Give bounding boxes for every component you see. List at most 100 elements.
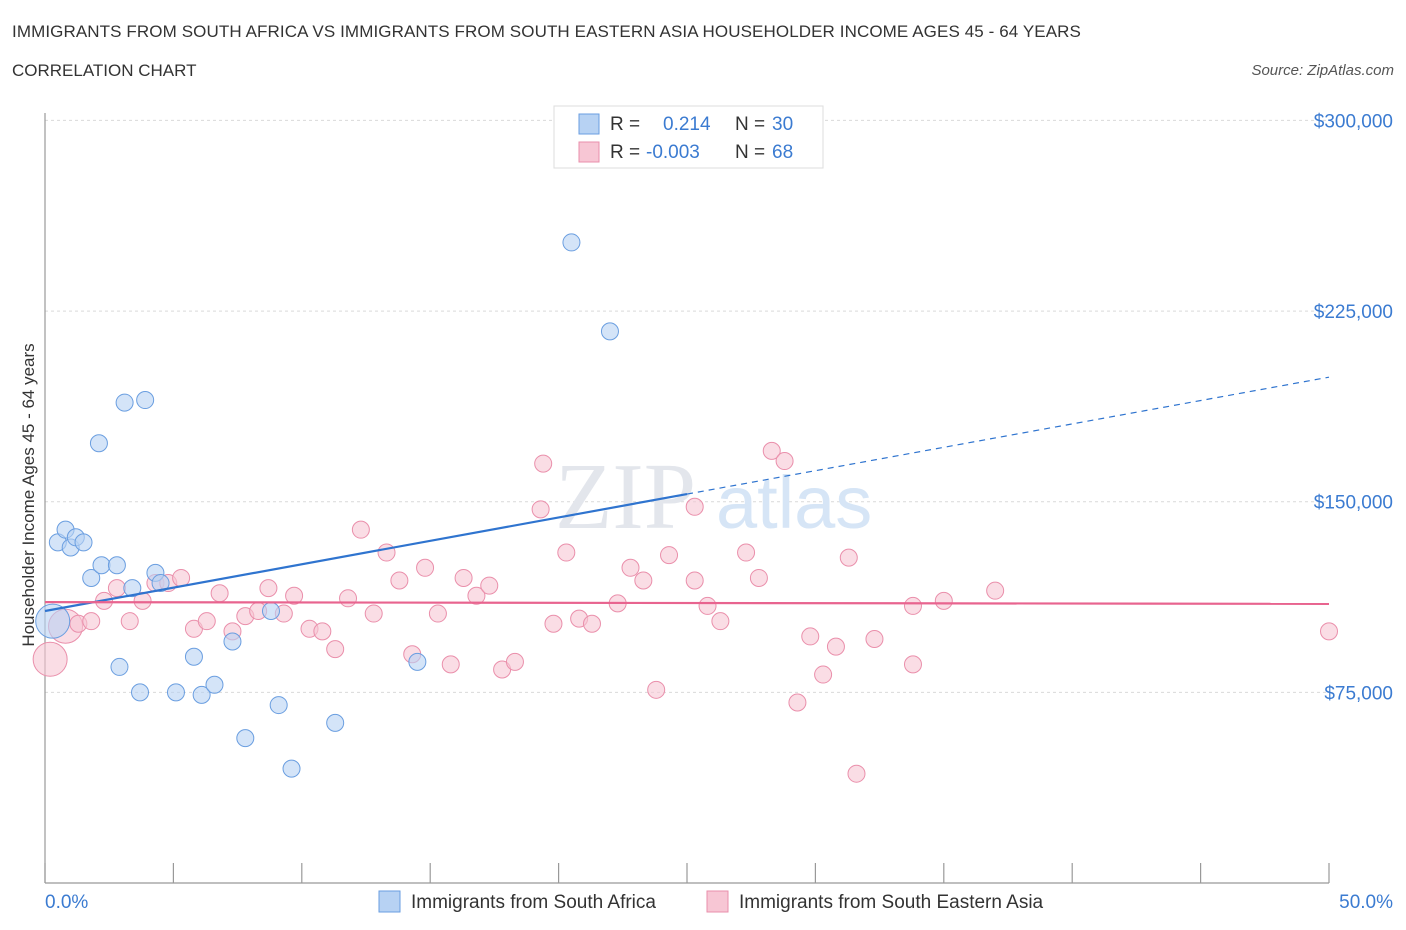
- series-legend: Immigrants from South Africa Immigrants …: [378, 890, 1044, 913]
- legend-label-south-africa: Immigrants from South Africa: [411, 892, 656, 913]
- stats-n-value-2: 68: [772, 142, 793, 163]
- source-label: Source: ZipAtlas.com: [1251, 62, 1394, 79]
- south-eastern-asia-point-5: [107, 579, 126, 598]
- south-eastern-asia-point-57: [801, 627, 820, 646]
- watermark-atlas: atlas: [716, 461, 872, 544]
- south-eastern-asia-point-23: [339, 589, 358, 608]
- gridlines: [45, 119, 1329, 693]
- stats-n-label-2: N =: [735, 142, 765, 163]
- south-eastern-asia-point-56: [788, 693, 807, 712]
- south-eastern-asia-point-40: [557, 543, 576, 562]
- south-eastern-asia-point-21: [313, 622, 332, 641]
- south-eastern-asia-point-55: [775, 452, 794, 471]
- south-eastern-asia-point-52: [737, 543, 756, 562]
- south-africa-point-8: [92, 556, 111, 575]
- south-eastern-asia-point-61: [847, 764, 866, 783]
- south-africa-point-7: [89, 434, 108, 453]
- south-africa-point-25: [282, 759, 301, 778]
- x-tick-label-0: 0.0%: [45, 892, 88, 913]
- south-africa-point-24: [269, 696, 288, 715]
- stats-r-value-1: 0.214: [663, 114, 711, 135]
- chart-subtitle: CORRELATION CHART: [12, 61, 197, 80]
- south-eastern-asia-point-10: [172, 568, 191, 587]
- south-eastern-asia-point-31: [441, 655, 460, 674]
- south-eastern-asia-point-13: [210, 584, 229, 603]
- south-africa-point-27: [408, 652, 427, 671]
- south-africa-point-28: [562, 233, 581, 252]
- south-eastern-asia-point-30: [428, 604, 447, 623]
- south-africa-point-14: [136, 391, 155, 410]
- south-eastern-asia-point-47: [660, 546, 679, 565]
- south-africa-point-9: [107, 556, 126, 575]
- south-eastern-asia-point-48: [685, 497, 704, 516]
- y-tick-label-0: $75,000: [1324, 683, 1393, 704]
- trend-lines: [44, 376, 1330, 613]
- south-africa-point-22: [236, 729, 255, 748]
- watermark: ZIP atlas: [555, 445, 872, 549]
- legend-swatch-south-africa: [378, 890, 401, 913]
- south-eastern-asia-point-0: [32, 641, 68, 677]
- south-africa-point-21: [223, 632, 242, 651]
- south-eastern-asia-point-45: [634, 571, 653, 590]
- south-eastern-asia-point-33: [467, 586, 486, 605]
- south-eastern-asia-point-25: [364, 604, 383, 623]
- stats-r-label-2: R =: [610, 142, 640, 163]
- south-africa-point-20: [205, 675, 224, 694]
- south-eastern-asia-point-39: [544, 614, 563, 633]
- south-eastern-asia-point-65: [934, 591, 953, 610]
- x-tick-label-1: 50.0%: [1339, 892, 1393, 913]
- y-tick-label-3: $300,000: [1314, 111, 1393, 132]
- south-eastern-asia-point-32: [454, 568, 473, 587]
- south-eastern-asia-point-29: [416, 558, 435, 577]
- south-eastern-asia-point-46: [647, 680, 666, 699]
- trend-south-africa-dashed: [686, 376, 1330, 495]
- south-eastern-asia-point-49: [685, 571, 704, 590]
- south-africa-point-18: [184, 647, 203, 666]
- south-africa-point-16: [151, 574, 170, 593]
- stats-swatch-south-eastern-asia: [578, 141, 600, 163]
- south-eastern-asia-point-34: [480, 576, 499, 595]
- axes: [44, 113, 1330, 884]
- south-africa-point-6: [82, 568, 101, 587]
- south-eastern-asia-point-62: [865, 629, 884, 648]
- south-eastern-asia-point-3: [82, 612, 101, 631]
- south-eastern-asia-point-26: [377, 543, 396, 562]
- south-eastern-asia-point-58: [814, 665, 833, 684]
- south-eastern-asia-point-50: [698, 596, 717, 615]
- y-axis-label: Householder Income Ages 45 - 64 years: [19, 343, 38, 646]
- stats-n-label-1: N =: [735, 114, 765, 135]
- stats-n-value-1: 30: [772, 114, 793, 135]
- south-eastern-asia-point-66: [986, 581, 1005, 600]
- south-eastern-asia-point-37: [531, 500, 550, 519]
- south-africa-point-10: [110, 657, 129, 676]
- south-africa-point-23: [261, 602, 280, 621]
- south-africa-point-5: [74, 533, 93, 552]
- south-eastern-asia-point-27: [390, 571, 409, 590]
- south-africa-point-13: [131, 683, 150, 702]
- south-eastern-asia-point-51: [711, 612, 730, 631]
- south-eastern-asia-point-59: [826, 637, 845, 656]
- south-eastern-asia-point-38: [534, 454, 553, 473]
- south-eastern-asia-point-60: [839, 548, 858, 567]
- south-eastern-asia-point-42: [582, 614, 601, 633]
- chart-title: IMMIGRANTS FROM SOUTH AFRICA VS IMMIGRAN…: [12, 22, 1081, 41]
- x-tick-labels: 0.0% 50.0%: [45, 892, 1393, 913]
- south-eastern-asia-point-63: [903, 596, 922, 615]
- south-eastern-asia-point-6: [120, 612, 139, 631]
- trend-south-africa-solid: [44, 493, 688, 613]
- legend-swatch-south-eastern-asia: [706, 890, 729, 913]
- south-eastern-asia-point-36: [505, 652, 524, 671]
- series-south-africa-points: [35, 233, 619, 778]
- south-eastern-asia-point-44: [621, 558, 640, 577]
- south-eastern-asia-point-53: [749, 568, 768, 587]
- south-africa-point-29: [600, 322, 619, 341]
- south-africa-point-19: [192, 685, 211, 704]
- south-eastern-asia-point-22: [326, 640, 345, 659]
- legend-label-south-eastern-asia: Immigrants from South Eastern Asia: [739, 892, 1044, 913]
- south-africa-point-12: [123, 579, 142, 598]
- y-tick-label-2: $225,000: [1314, 302, 1393, 323]
- south-africa-point-0: [35, 603, 71, 639]
- south-eastern-asia-point-24: [351, 520, 370, 539]
- south-eastern-asia-point-64: [903, 655, 922, 674]
